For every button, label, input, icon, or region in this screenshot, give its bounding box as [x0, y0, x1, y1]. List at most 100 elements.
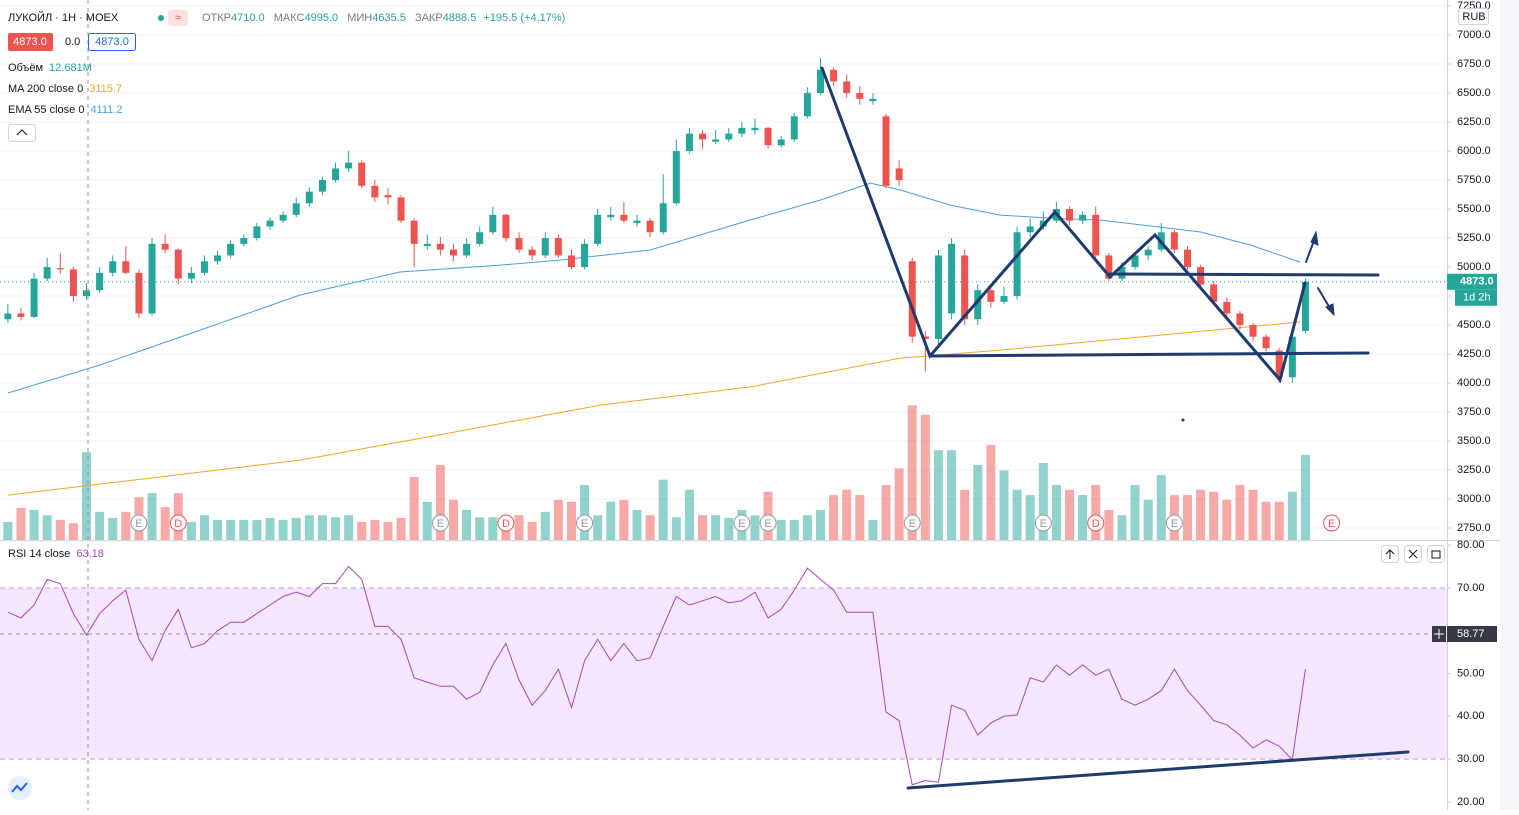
volume-bar — [907, 405, 917, 540]
side-toolbar — [1500, 0, 1519, 810]
event-label: E — [764, 518, 771, 530]
event-marker[interactable] — [1165, 514, 1183, 532]
volume-bar — [396, 517, 406, 540]
volume-bar — [514, 515, 524, 540]
volume-bar — [1209, 491, 1219, 540]
event-marker[interactable] — [576, 514, 594, 532]
volume-bar — [842, 489, 852, 540]
event-marker[interactable] — [733, 514, 751, 532]
crosshair-badge — [1447, 626, 1497, 642]
volume-bar — [3, 521, 13, 540]
event-marker[interactable] — [903, 514, 921, 532]
candle-body — [908, 261, 916, 337]
y-tick-label: 3500.0 — [1457, 435, 1491, 447]
candle-body — [987, 290, 995, 302]
candle-body — [332, 168, 340, 181]
volume-bar — [933, 450, 943, 540]
volume-bar — [645, 515, 655, 540]
candle-body — [371, 185, 379, 198]
volume-bar — [632, 509, 642, 540]
event-label: E — [437, 518, 444, 530]
rsi-background — [0, 587, 1447, 760]
volume-bar — [868, 519, 878, 540]
event-marker[interactable] — [497, 514, 515, 532]
volume-bar — [475, 517, 485, 540]
y-tick-label: 50.00 — [1457, 667, 1485, 679]
candle-body — [921, 336, 929, 339]
volume-bar — [1274, 501, 1284, 540]
candle-body — [476, 232, 484, 244]
rsi-pane — [7, 565, 1306, 786]
candle-body — [161, 243, 169, 250]
candle-body — [764, 127, 772, 146]
volume-bar — [1104, 509, 1114, 540]
volume-bar — [593, 515, 603, 540]
candle-body — [1013, 232, 1021, 297]
price-axis: 2750.0 3000.0 3250.0 3500.0 3750.0 4000.0 4250… — [1432, 0, 1497, 808]
volume-bar — [95, 511, 105, 540]
candle-body — [279, 214, 287, 221]
last-price: 4873.0 — [1460, 276, 1494, 288]
candle-body — [489, 214, 497, 233]
candle-body — [646, 220, 654, 233]
event-marker[interactable] — [1034, 514, 1052, 532]
candle-body — [1092, 214, 1100, 256]
candle-body — [738, 127, 746, 134]
y-tick-label: 30.00 — [1457, 753, 1485, 765]
volume-bar — [920, 414, 930, 540]
volume-bar — [1038, 462, 1048, 540]
volume-bar — [527, 521, 537, 540]
volume-bar — [331, 517, 341, 540]
candle-body — [148, 243, 156, 314]
candle-body — [554, 238, 562, 256]
volume-bar — [815, 509, 825, 540]
volume-bar — [973, 464, 983, 540]
volume-bar — [383, 521, 393, 540]
event-marker[interactable] — [431, 514, 449, 532]
volume-bar — [199, 515, 209, 540]
volume-bar — [580, 485, 590, 540]
icon-label: ≈ — [175, 12, 181, 24]
candle-body — [620, 214, 628, 221]
volume-bar — [1222, 499, 1232, 540]
volume-bar — [147, 493, 157, 540]
candle-body — [1183, 249, 1191, 268]
y-tick-label: 5500.0 — [1457, 203, 1491, 215]
volume-bar — [1143, 499, 1153, 540]
event-marker[interactable] — [1087, 514, 1105, 532]
volume-bar — [1012, 489, 1022, 540]
maximize-button[interactable] — [1427, 545, 1445, 563]
y-tick-label: 40.00 — [1457, 710, 1485, 722]
candle-body — [974, 290, 982, 320]
legend-value: 63.18 — [76, 548, 104, 560]
y-tick-label: 70.00 — [1457, 582, 1485, 594]
collapse-button[interactable] — [8, 124, 36, 142]
candle-body — [869, 98, 877, 102]
event-marker[interactable] — [169, 514, 187, 532]
volume-bar — [776, 519, 786, 540]
indicator-line — [7, 321, 1301, 496]
candle-body — [200, 261, 208, 273]
candle-body — [17, 313, 25, 317]
y-tick-label: 3750.0 — [1457, 406, 1491, 418]
icon[interactable] — [168, 10, 188, 26]
rsi-legend: RSI 14 close 63.18 — [8, 548, 104, 560]
event-marker[interactable] — [1323, 514, 1341, 532]
candle-body — [934, 255, 942, 339]
candle-body — [725, 133, 733, 140]
candle-body — [1236, 313, 1244, 326]
candle-body — [96, 272, 104, 291]
ask-box[interactable] — [88, 33, 136, 51]
event-marker[interactable] — [759, 514, 777, 532]
pane-buttons — [1381, 545, 1445, 563]
bid-box[interactable] — [8, 33, 53, 51]
volume-bar — [422, 501, 432, 540]
volume-bar — [252, 519, 262, 540]
event-marker[interactable] — [130, 514, 148, 532]
candle-body — [528, 249, 536, 256]
candle-body — [1170, 232, 1178, 250]
currency-box[interactable] — [1458, 8, 1489, 25]
y-tick-label: 6000.0 — [1457, 145, 1491, 157]
y-tick-label: 5000.0 — [1457, 261, 1491, 273]
